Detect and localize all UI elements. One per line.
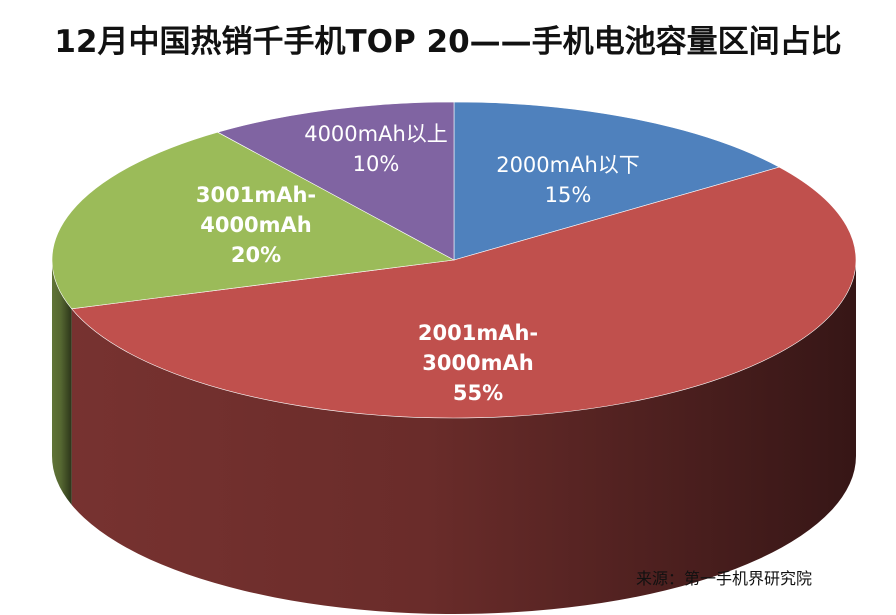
- chart-title: 12月中国热销千手机TOP 20——手机电池容量区间占比: [54, 24, 842, 60]
- pie-sides: [52, 260, 856, 615]
- slice-4-value-label: 10%: [353, 152, 400, 176]
- slice-1-value-label: 15%: [545, 183, 592, 207]
- slice-2-label-b: 3000mAh: [422, 351, 534, 375]
- slice-1-label: 2000mAh以下: [496, 153, 640, 177]
- pie-slice-3: [51, 131, 455, 310]
- slice-2-value-label: 55%: [453, 381, 503, 405]
- slice-4-label: 4000mAh以上: [304, 122, 448, 146]
- pie-slice-2: [71, 166, 857, 419]
- source-note: 来源：第一手机界研究院: [635, 569, 812, 588]
- pie-slice-1: [453, 101, 781, 261]
- pie-labels: 2000mAh以下 15% 2001mAh- 3000mAh 55% 3001mAh- 40…: [196, 122, 640, 405]
- slice-3-value-label: 20%: [231, 243, 281, 267]
- slice-3-label-a: 3001mAh-: [196, 183, 316, 207]
- slice-3-label-b: 4000mAh: [200, 213, 312, 237]
- pie-side-3: [52, 260, 72, 505]
- pie-side-2: [71, 260, 856, 615]
- pie-slice-4: [216, 101, 455, 261]
- pie-slices: [51, 101, 857, 419]
- slice-2-label-a: 2001mAh-: [418, 321, 538, 345]
